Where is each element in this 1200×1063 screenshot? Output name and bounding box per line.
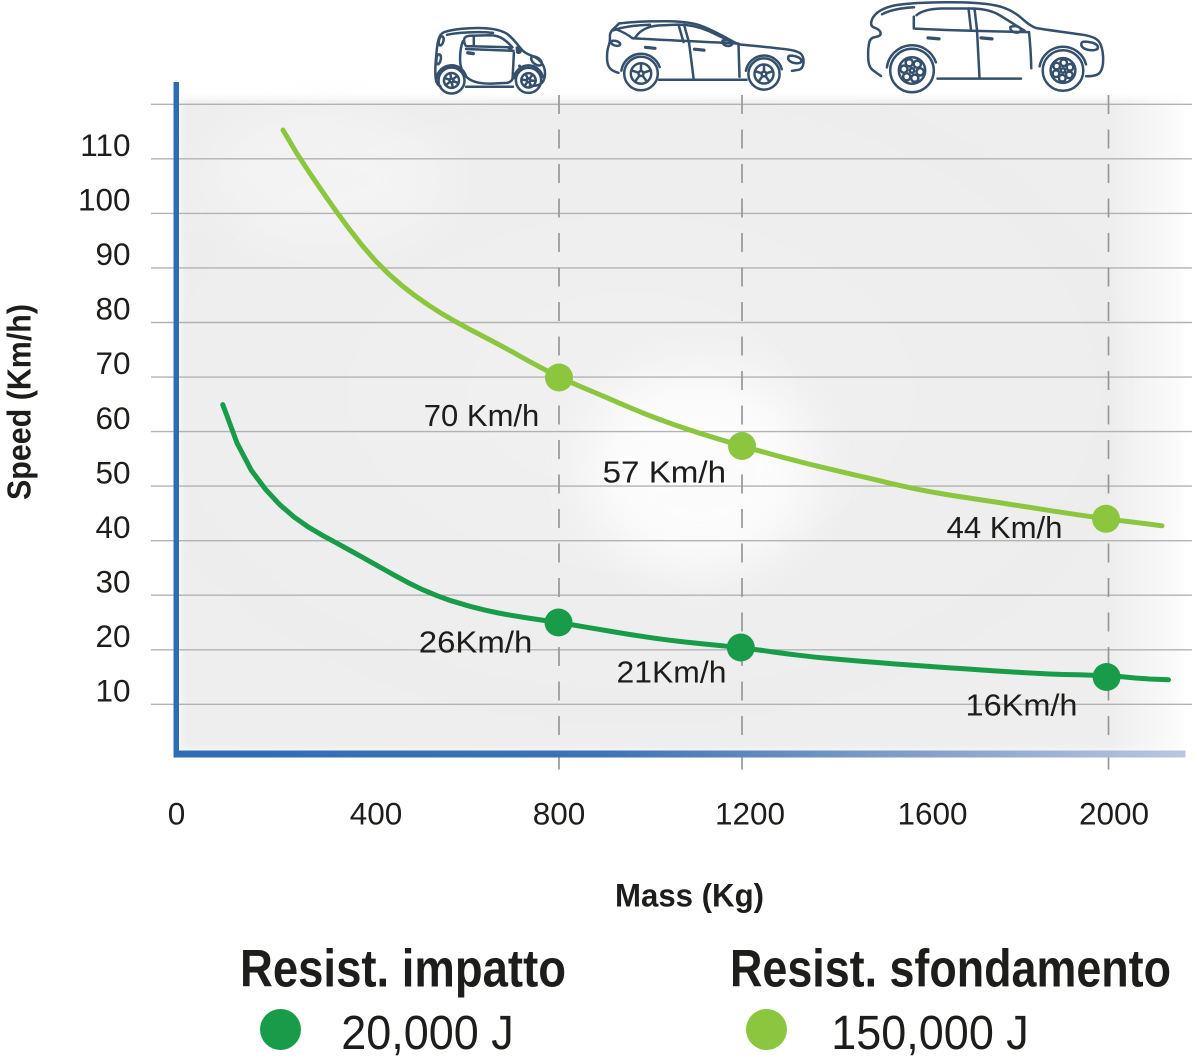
svg-text:800: 800 [533, 795, 586, 831]
svg-text:Speed (Km/h): Speed (Km/h) [1, 304, 38, 500]
svg-text:50: 50 [95, 454, 130, 490]
svg-text:Mass (Kg): Mass (Kg) [615, 877, 764, 913]
svg-text:2000: 2000 [1079, 795, 1149, 831]
svg-text:100: 100 [78, 182, 131, 218]
svg-text:30: 30 [95, 564, 130, 600]
svg-text:90: 90 [95, 236, 130, 272]
svg-text:Resist. sfondamento: Resist. sfondamento [730, 940, 1171, 999]
svg-text:80: 80 [95, 291, 130, 327]
svg-text:Resist. impatto: Resist. impatto [240, 940, 566, 999]
svg-text:1200: 1200 [715, 795, 785, 831]
svg-text:20: 20 [95, 618, 130, 654]
svg-text:1600: 1600 [897, 795, 967, 831]
svg-text:16Km/h: 16Km/h [966, 687, 1078, 722]
svg-text:110: 110 [80, 127, 130, 163]
svg-text:70 Km/h: 70 Km/h [424, 398, 540, 433]
svg-text:44 Km/h: 44 Km/h [947, 510, 1063, 545]
svg-text:400: 400 [350, 795, 403, 831]
svg-text:60: 60 [95, 400, 130, 436]
svg-text:150,000 J: 150,000 J [831, 1006, 1029, 1060]
svg-text:0: 0 [168, 795, 186, 831]
svg-text:40: 40 [95, 509, 130, 545]
svg-text:20,000 J: 20,000 J [341, 1006, 514, 1060]
svg-text:21Km/h: 21Km/h [617, 654, 727, 689]
svg-text:10: 10 [95, 673, 130, 709]
svg-text:57 Km/h: 57 Km/h [603, 454, 727, 489]
svg-text:26Km/h: 26Km/h [419, 624, 533, 659]
svg-text:70: 70 [95, 345, 130, 381]
